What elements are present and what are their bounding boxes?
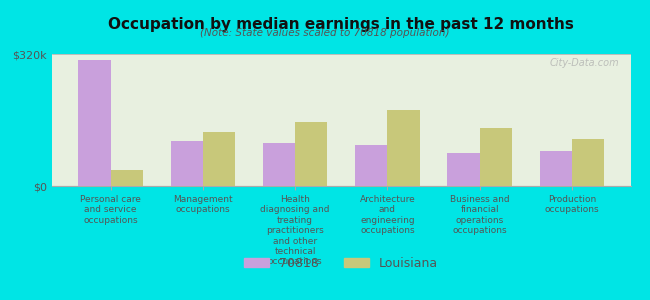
Bar [447,153,480,186]
Bar [78,60,111,186]
Bar [170,141,203,186]
Bar [480,128,512,186]
Legend: 70818, Louisiana: 70818, Louisiana [239,252,443,275]
Bar [387,110,420,186]
Title: Occupation by median earnings in the past 12 months: Occupation by median earnings in the pas… [109,17,574,32]
Bar [203,132,235,186]
Text: (Note: State values scaled to 70818 population): (Note: State values scaled to 70818 popu… [200,28,450,38]
Bar [111,169,143,186]
Bar [295,122,328,186]
Bar [572,139,604,186]
Bar [263,143,295,186]
Text: City-Data.com: City-Data.com [549,58,619,68]
Bar [540,151,572,186]
Bar [355,145,387,186]
